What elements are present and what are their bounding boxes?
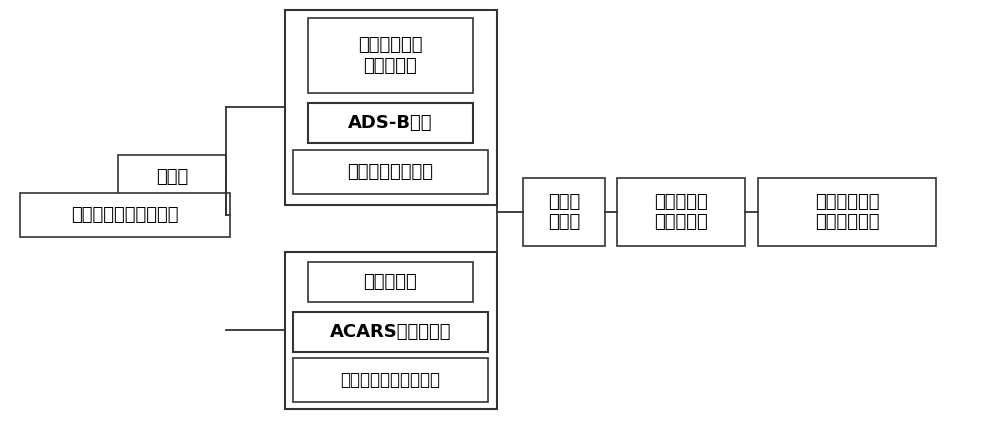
Text: ACARS地面接收机: ACARS地面接收机 [330,323,451,341]
Text: 传感器设备: 传感器设备 [364,273,417,291]
Bar [523,178,605,246]
Bar [617,178,745,246]
Bar [308,262,473,302]
Bar [285,10,497,205]
Bar [293,358,488,402]
Bar [118,155,226,199]
Bar [293,150,488,194]
Text: 二次雷达及场
面监视雷达: 二次雷达及场 面监视雷达 [358,36,423,75]
Bar [308,103,473,143]
Text: ADS-B设备: ADS-B设备 [348,114,433,132]
Bar [20,193,230,237]
Text: 机场航班保障特种车辆: 机场航班保障特种车辆 [71,206,179,224]
Bar [758,178,936,246]
Text: 航空保障节点
综合显示模块: 航空保障节点 综合显示模块 [815,192,879,231]
Text: 数据存
储中心: 数据存 储中心 [548,192,580,231]
Text: 保障节点数据采集模块: 保障节点数据采集模块 [340,371,440,389]
Text: 航空器: 航空器 [156,168,188,186]
Text: 位置信息追踪模块: 位置信息追踪模块 [348,163,434,181]
Bar [308,18,473,93]
Bar [285,252,497,409]
Text: 数据解析处
理分析系统: 数据解析处 理分析系统 [654,192,708,231]
Bar [293,312,488,352]
